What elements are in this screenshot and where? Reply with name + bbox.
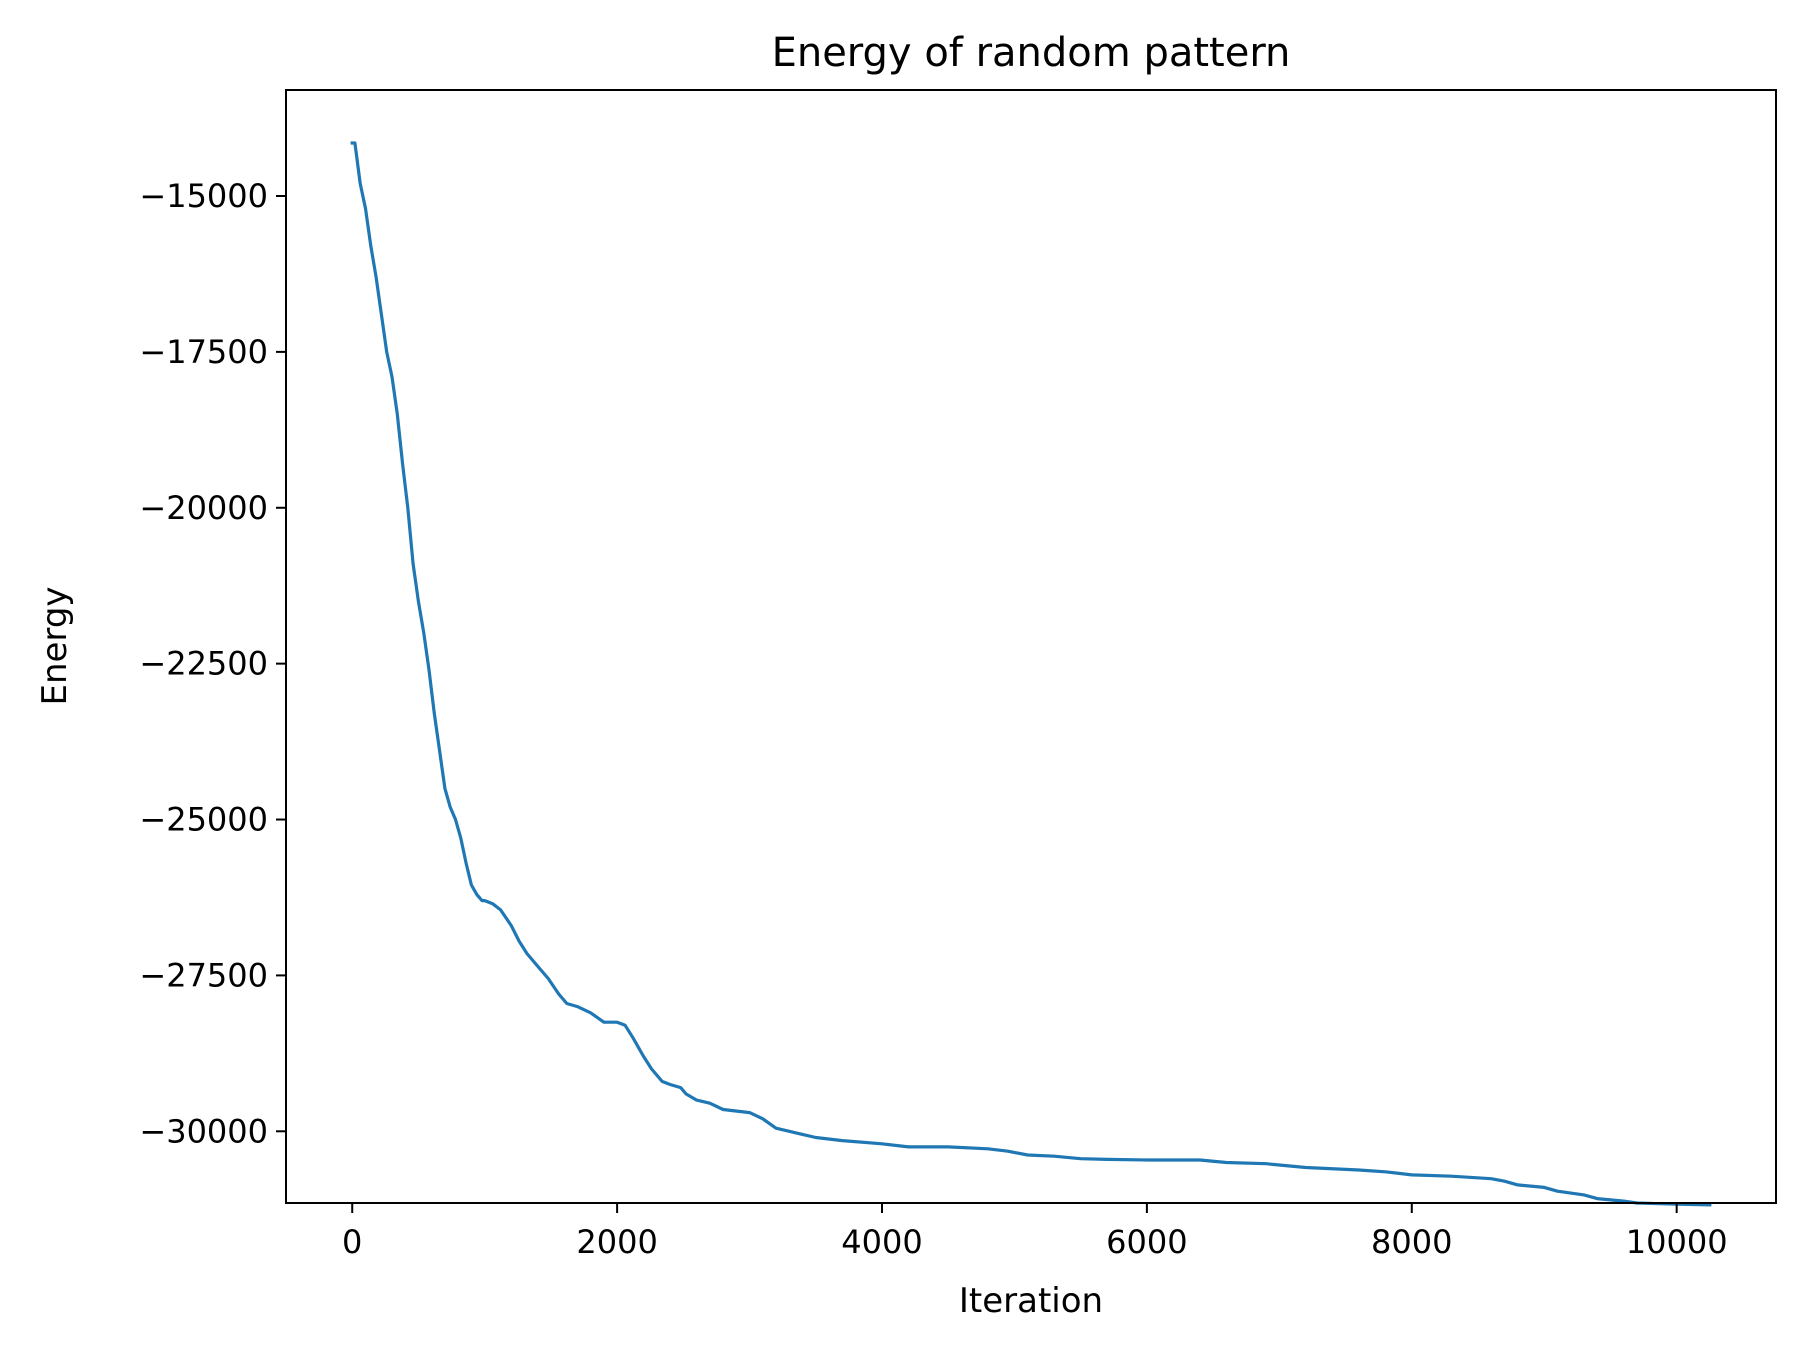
y-axis-label: Energy: [35, 586, 75, 705]
y-tick-label: −22500: [139, 645, 268, 683]
x-axis-label: Iteration: [959, 1281, 1103, 1321]
axes-frame: [285, 89, 1777, 1204]
chart-title: Energy of random pattern: [772, 30, 1291, 76]
y-tick-label: −17500: [139, 333, 268, 371]
y-tick-label: −30000: [139, 1112, 268, 1150]
y-tick-label: −15000: [139, 177, 268, 215]
x-tick-label: 4000: [841, 1223, 922, 1261]
y-tick-label: −25000: [139, 801, 268, 839]
y-axis: −15000 −17500 −20000 −22500 −25000 −27500 −300…: [139, 177, 286, 1150]
y-tick-label: −20000: [139, 489, 268, 527]
x-tick-label: 8000: [1371, 1223, 1452, 1261]
x-tick-label: 2000: [576, 1223, 657, 1261]
x-tick-label: 0: [342, 1223, 362, 1261]
x-axis: 0 2000 4000 6000 8000 10000: [342, 1203, 1728, 1261]
energy-series-line: [350, 141, 1712, 1207]
y-tick-label: −27500: [139, 956, 268, 994]
x-tick-label: 6000: [1106, 1223, 1187, 1261]
plot-area: [350, 141, 1712, 1207]
x-tick-label: 10000: [1626, 1223, 1728, 1261]
